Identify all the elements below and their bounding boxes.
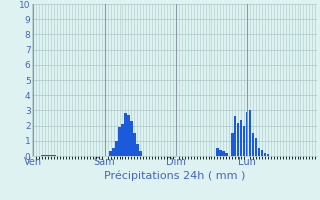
- Bar: [41, 155, 44, 156]
- Bar: [240, 120, 243, 156]
- Bar: [50, 155, 52, 156]
- Bar: [252, 133, 254, 156]
- Bar: [234, 116, 236, 156]
- Bar: [47, 155, 50, 156]
- Bar: [267, 154, 269, 156]
- Bar: [136, 144, 139, 156]
- Bar: [124, 113, 127, 156]
- Bar: [118, 127, 121, 156]
- Bar: [243, 126, 245, 156]
- Bar: [139, 151, 141, 156]
- Bar: [130, 121, 133, 156]
- Bar: [53, 155, 55, 156]
- Bar: [133, 133, 136, 156]
- Bar: [44, 155, 47, 156]
- Bar: [109, 151, 112, 156]
- Bar: [112, 148, 115, 156]
- Bar: [264, 153, 266, 156]
- Bar: [237, 123, 239, 156]
- Bar: [258, 148, 260, 156]
- Bar: [231, 133, 234, 156]
- Bar: [261, 150, 263, 156]
- Bar: [127, 115, 130, 156]
- Bar: [222, 151, 225, 156]
- Bar: [121, 124, 124, 156]
- Bar: [115, 141, 118, 156]
- Bar: [225, 153, 228, 156]
- Bar: [249, 110, 251, 156]
- Bar: [246, 112, 248, 156]
- Bar: [216, 148, 219, 156]
- Bar: [219, 150, 222, 156]
- Bar: [255, 138, 257, 156]
- X-axis label: Précipitations 24h ( mm ): Précipitations 24h ( mm ): [104, 170, 245, 181]
